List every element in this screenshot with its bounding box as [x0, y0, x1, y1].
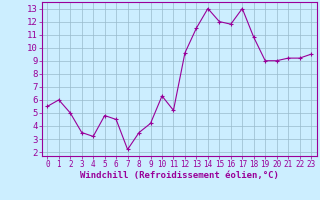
X-axis label: Windchill (Refroidissement éolien,°C): Windchill (Refroidissement éolien,°C) — [80, 171, 279, 180]
